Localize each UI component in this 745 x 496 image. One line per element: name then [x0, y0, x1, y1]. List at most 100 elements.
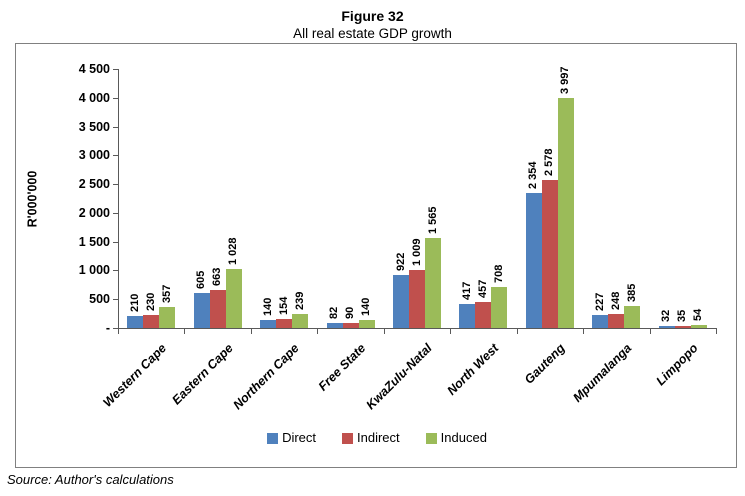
figure-subtitle: All real estate GDP growth — [293, 26, 452, 41]
bar-label: 82 — [328, 306, 341, 319]
y-tick-label: 1 500 — [78, 234, 110, 249]
x-tick-mark — [118, 329, 119, 334]
bar-label: 90 — [344, 306, 357, 319]
y-tick-mark — [113, 126, 118, 128]
category-label: Eastern Cape — [169, 341, 236, 408]
x-tick-mark — [184, 329, 186, 334]
y-tick-mark — [113, 241, 118, 243]
category-label: Northern Cape — [230, 341, 303, 413]
x-tick-mark — [583, 329, 585, 334]
legend-label: Induced — [440, 430, 487, 445]
bar — [326, 323, 343, 328]
y-tick-mark — [113, 299, 118, 301]
bar-label: 417 — [460, 281, 473, 300]
bar — [159, 307, 176, 328]
bar — [592, 315, 609, 328]
figure-title-block: Figure 32 All real estate GDP growth — [0, 7, 745, 42]
bar-label: 140 — [261, 297, 274, 316]
bar — [143, 315, 160, 328]
legend: Direct Indirect Induced — [16, 431, 738, 445]
bar — [658, 326, 675, 328]
y-tick-mark — [113, 212, 118, 214]
y-axis-title-wrap: R'000'000 — [18, 69, 46, 328]
bar-label: 385 — [625, 283, 638, 302]
x-tick-mark — [516, 329, 518, 334]
bar-label: 32 — [660, 309, 673, 322]
bar-label: 2 354 — [527, 161, 540, 189]
bar-label: 2 578 — [543, 148, 556, 176]
y-tick-label: 500 — [89, 292, 110, 307]
bar — [690, 325, 707, 328]
bar — [557, 98, 574, 328]
x-tick-mark — [317, 329, 319, 334]
y-axis-line — [118, 69, 119, 329]
bar-label: 357 — [160, 284, 173, 303]
x-axis-line — [118, 328, 717, 329]
bar-label: 1 009 — [410, 238, 423, 266]
bar — [193, 293, 210, 328]
figure-title: Figure 32 — [341, 8, 404, 24]
source-note: Source: Author's calculations — [7, 472, 174, 487]
bar — [525, 193, 542, 328]
bar — [292, 314, 309, 328]
bar — [127, 316, 144, 328]
x-tick-mark — [383, 329, 385, 334]
bar-label: 605 — [195, 270, 208, 289]
y-tick-mark — [113, 270, 118, 272]
bar — [475, 302, 492, 328]
bar — [209, 290, 226, 328]
bar-label: 140 — [360, 297, 373, 316]
chart-frame: R'000'000 Direct Indirect Induced - 500 1 00… — [15, 43, 737, 468]
bar — [459, 304, 476, 328]
category-label: Western Cape — [100, 341, 170, 410]
bar — [409, 270, 425, 328]
y-tick-mark — [113, 155, 118, 157]
category-label: Mpumalanga — [570, 341, 635, 405]
bar — [393, 275, 409, 328]
y-tick-mark — [113, 97, 118, 99]
bar — [491, 287, 508, 328]
category-label: KwaZulu-Natal — [363, 341, 435, 413]
legend-swatch-icon — [425, 432, 437, 444]
category-label: North West — [444, 341, 502, 398]
x-tick-mark — [649, 329, 651, 334]
y-tick-label: 4 500 — [78, 62, 110, 76]
bar — [608, 314, 625, 328]
category-label: Free State — [315, 341, 369, 394]
y-tick-label: 4 000 — [78, 90, 110, 105]
y-tick-label: 1 000 — [78, 263, 110, 278]
y-tick-label: 2 500 — [78, 177, 110, 192]
y-tick-mark — [113, 69, 118, 70]
bar-label: 210 — [128, 293, 141, 312]
bar — [674, 326, 691, 328]
category-label: Gauteng — [522, 341, 568, 387]
legend-item: Direct — [267, 431, 316, 445]
x-tick-mark — [716, 329, 717, 334]
category-label: Limpopo — [653, 341, 701, 389]
bar — [225, 269, 242, 328]
bar-label: 708 — [492, 264, 505, 283]
bar-label: 35 — [676, 309, 689, 322]
bar-label: 248 — [609, 291, 622, 310]
legend-item: Induced — [425, 430, 487, 445]
bar-label: 54 — [692, 308, 705, 321]
bar-label: 457 — [476, 279, 489, 298]
bar — [358, 320, 375, 328]
bar-label: 663 — [211, 267, 224, 286]
bar-label: 239 — [293, 291, 306, 310]
bar-label: 1 565 — [426, 206, 439, 234]
legend-item: Indirect — [342, 431, 400, 445]
y-tick-label: 3 500 — [78, 119, 110, 134]
bar — [260, 320, 277, 328]
bar — [425, 238, 441, 328]
bar — [276, 319, 293, 328]
y-tick-label: 2 000 — [78, 205, 110, 220]
legend-label: Direct — [282, 430, 317, 445]
bar-label: 3 997 — [559, 66, 572, 94]
legend-swatch-icon — [342, 432, 354, 444]
bar — [624, 306, 641, 328]
y-tick-label: 3 000 — [78, 148, 110, 163]
x-tick-mark — [250, 329, 252, 334]
x-tick-mark — [450, 329, 452, 334]
